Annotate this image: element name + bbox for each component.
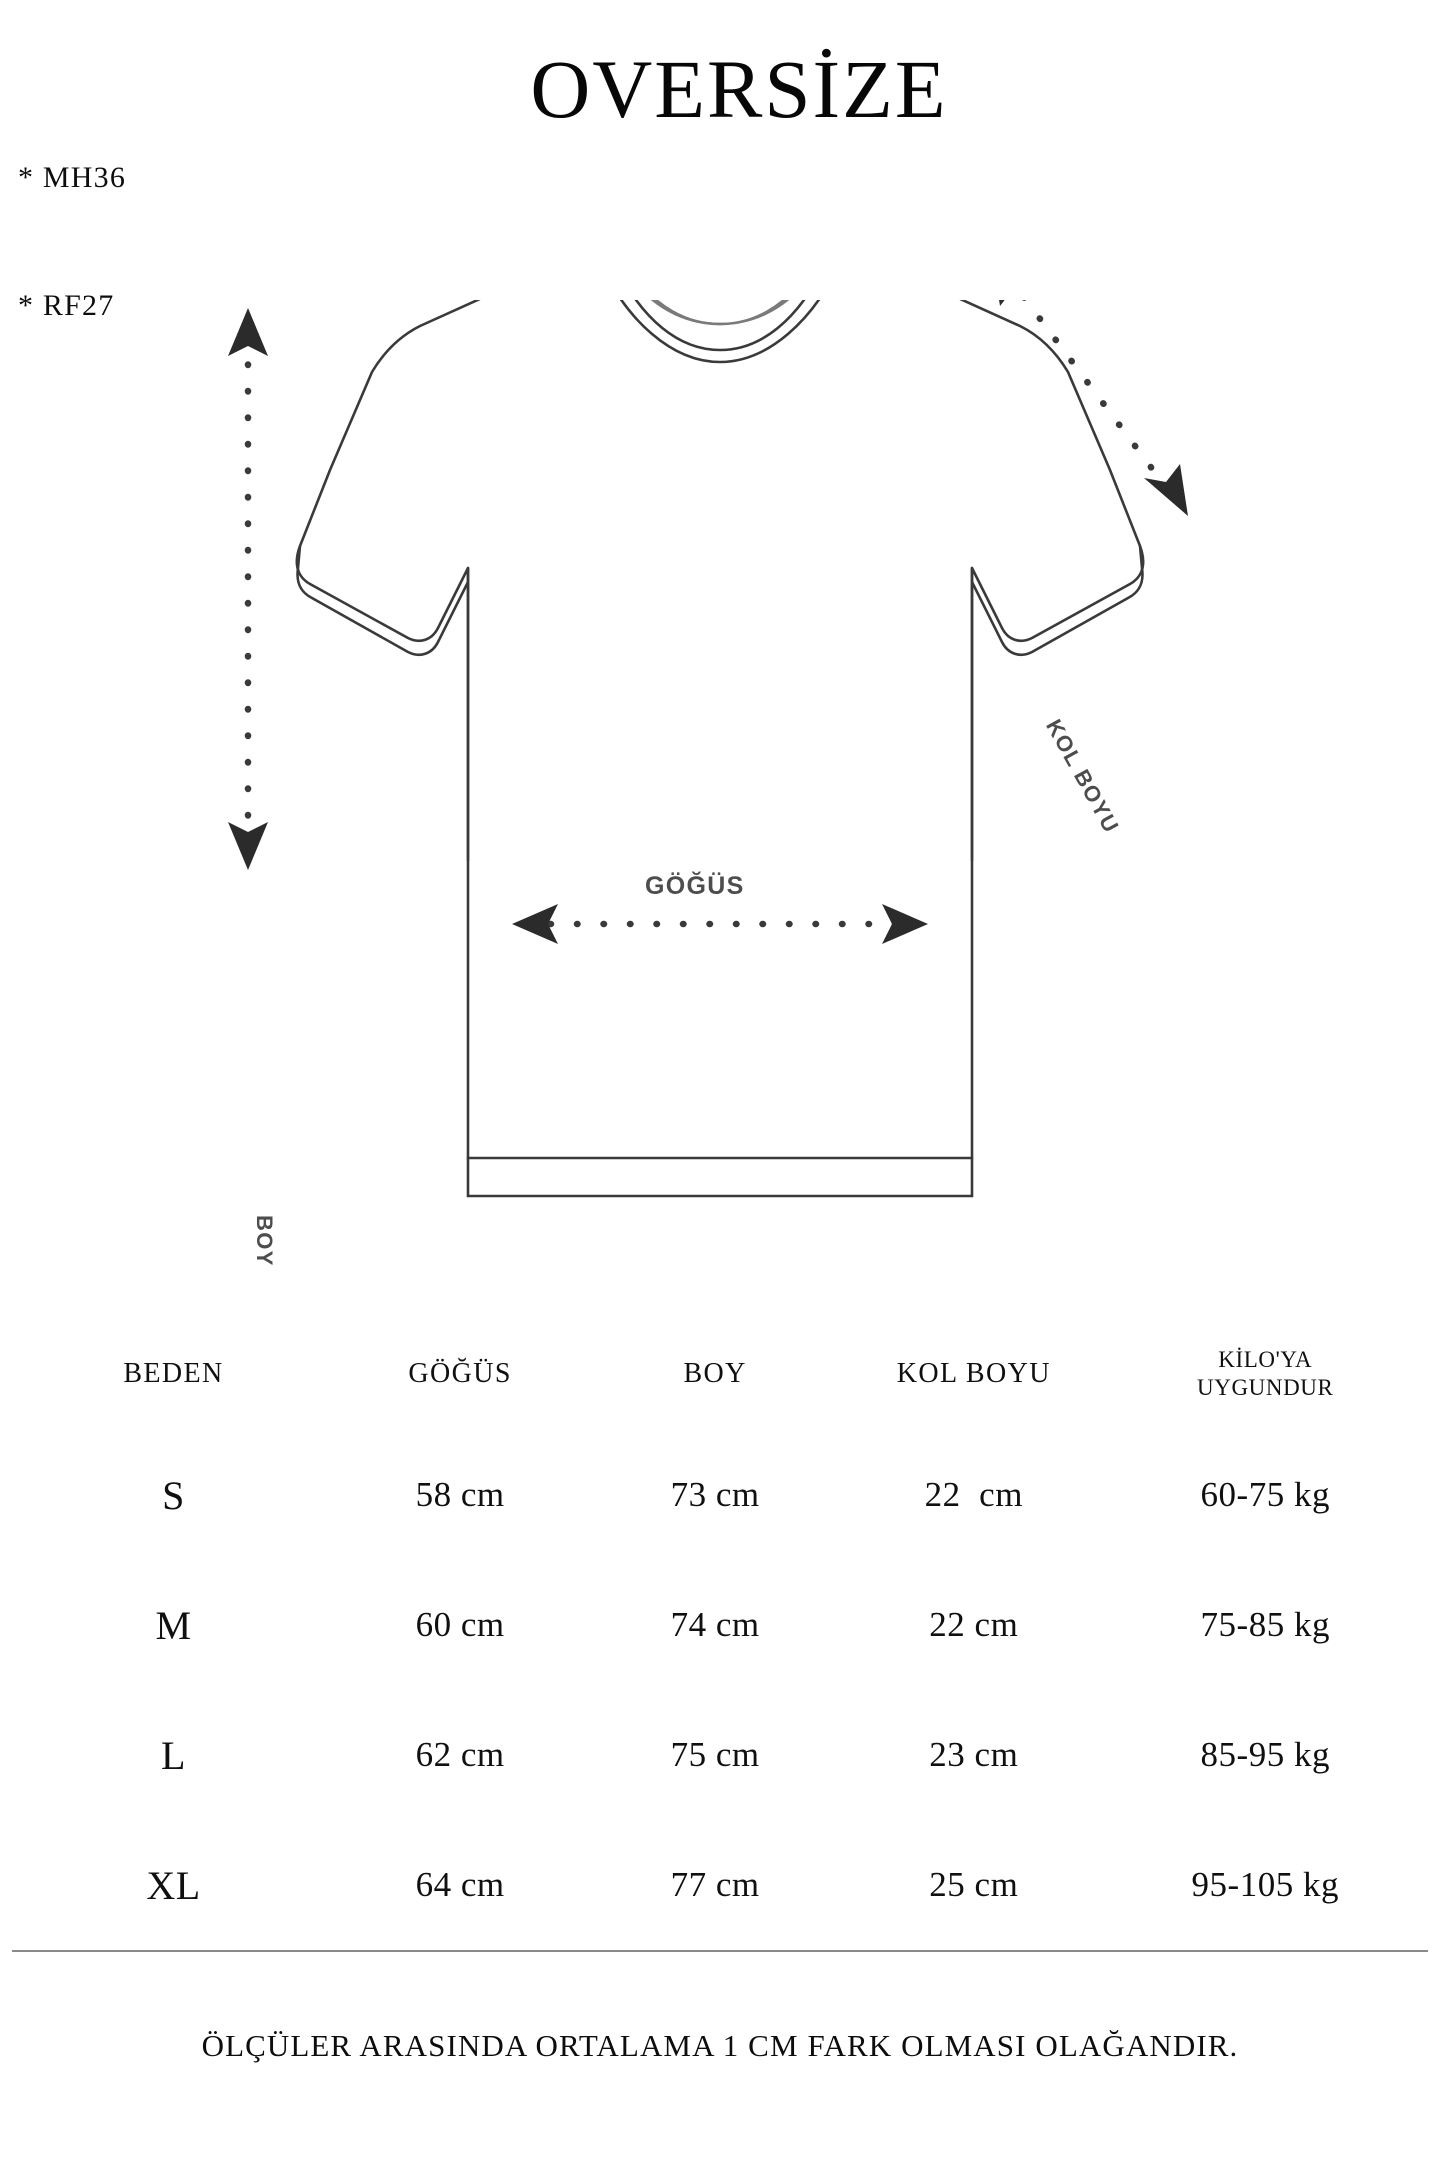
product-codes: * MH36 * RF27 [18, 72, 126, 413]
size-table-wrapper: BEDEN GÖĞÜS BOY KOL BOYU KİLO'YA UYGUNDU… [12, 1318, 1428, 1952]
column-header-weight: KİLO'YA UYGUNDUR [1103, 1318, 1428, 1430]
table-row: L 62 cm 75 cm 23 cm 85-95 kg [12, 1690, 1428, 1820]
table-header-row: BEDEN GÖĞÜS BOY KOL BOYU KİLO'YA UYGUNDU… [12, 1318, 1428, 1430]
table-row: M 60 cm 74 cm 22 cm 75-85 kg [12, 1560, 1428, 1690]
cell-chest: 58 cm [415, 1475, 505, 1514]
cell-weight: 60-75 kg [1200, 1475, 1330, 1514]
cell-chest: 60 cm [415, 1605, 505, 1644]
cell-weight: 95-105 kg [1102, 1820, 1428, 1952]
product-code-2: * RF27 [18, 288, 115, 322]
product-code-1: * MH36 [18, 161, 127, 195]
length-measure-arrow [228, 308, 268, 870]
cell-sleeve: 22 cm [924, 1475, 1023, 1514]
table-row: S 58 cm 73 cm 22 cm 60-75 kg [12, 1430, 1428, 1560]
table-row: XL 64 cm 77 cm 25 cm 95-105 kg [12, 1820, 1428, 1952]
column-header-sleeve: KOL BOYU [896, 1358, 1051, 1389]
tshirt-illustration: GÖĞÜS BOY KOL BOYU [0, 300, 1440, 1270]
cell-length: 73 cm [670, 1475, 760, 1514]
cell-chest: 64 cm [335, 1820, 586, 1952]
cell-chest: 62 cm [415, 1735, 505, 1774]
weight-header-line1: KİLO'YA [1218, 1346, 1313, 1372]
cell-weight: 85-95 kg [1200, 1735, 1330, 1774]
cell-length: 75 cm [670, 1735, 760, 1774]
column-header-size: BEDEN [123, 1358, 224, 1389]
cell-sleeve: 25 cm [845, 1820, 1103, 1952]
cell-length: 74 cm [670, 1605, 760, 1644]
cell-size: M [155, 1602, 192, 1648]
cell-sleeve: 22 cm [929, 1605, 1019, 1644]
cell-size: XL [12, 1820, 336, 1952]
sleeve-measure-arrow [999, 300, 1188, 516]
weight-header-line2: UYGUNDUR [1197, 1375, 1334, 1400]
cell-size: L [161, 1732, 186, 1778]
cell-size: S [162, 1472, 185, 1518]
cell-weight: 75-85 kg [1200, 1605, 1330, 1644]
page-title: OVERSİZE [530, 43, 948, 135]
cell-length: 77 cm [585, 1820, 846, 1952]
size-table: BEDEN GÖĞÜS BOY KOL BOYU KİLO'YA UYGUNDU… [12, 1318, 1428, 1952]
chest-label: GÖĞÜS [645, 872, 745, 900]
cell-sleeve: 23 cm [929, 1735, 1019, 1774]
footer-note: ÖLÇÜLER ARASINDA ORTALAMA 1 CM FARK OLMA… [201, 2028, 1239, 2063]
length-label: BOY [252, 1215, 277, 1267]
column-header-chest: GÖĞÜS [408, 1358, 512, 1389]
chest-measure-arrow [512, 904, 928, 944]
column-header-length: BOY [683, 1358, 747, 1389]
